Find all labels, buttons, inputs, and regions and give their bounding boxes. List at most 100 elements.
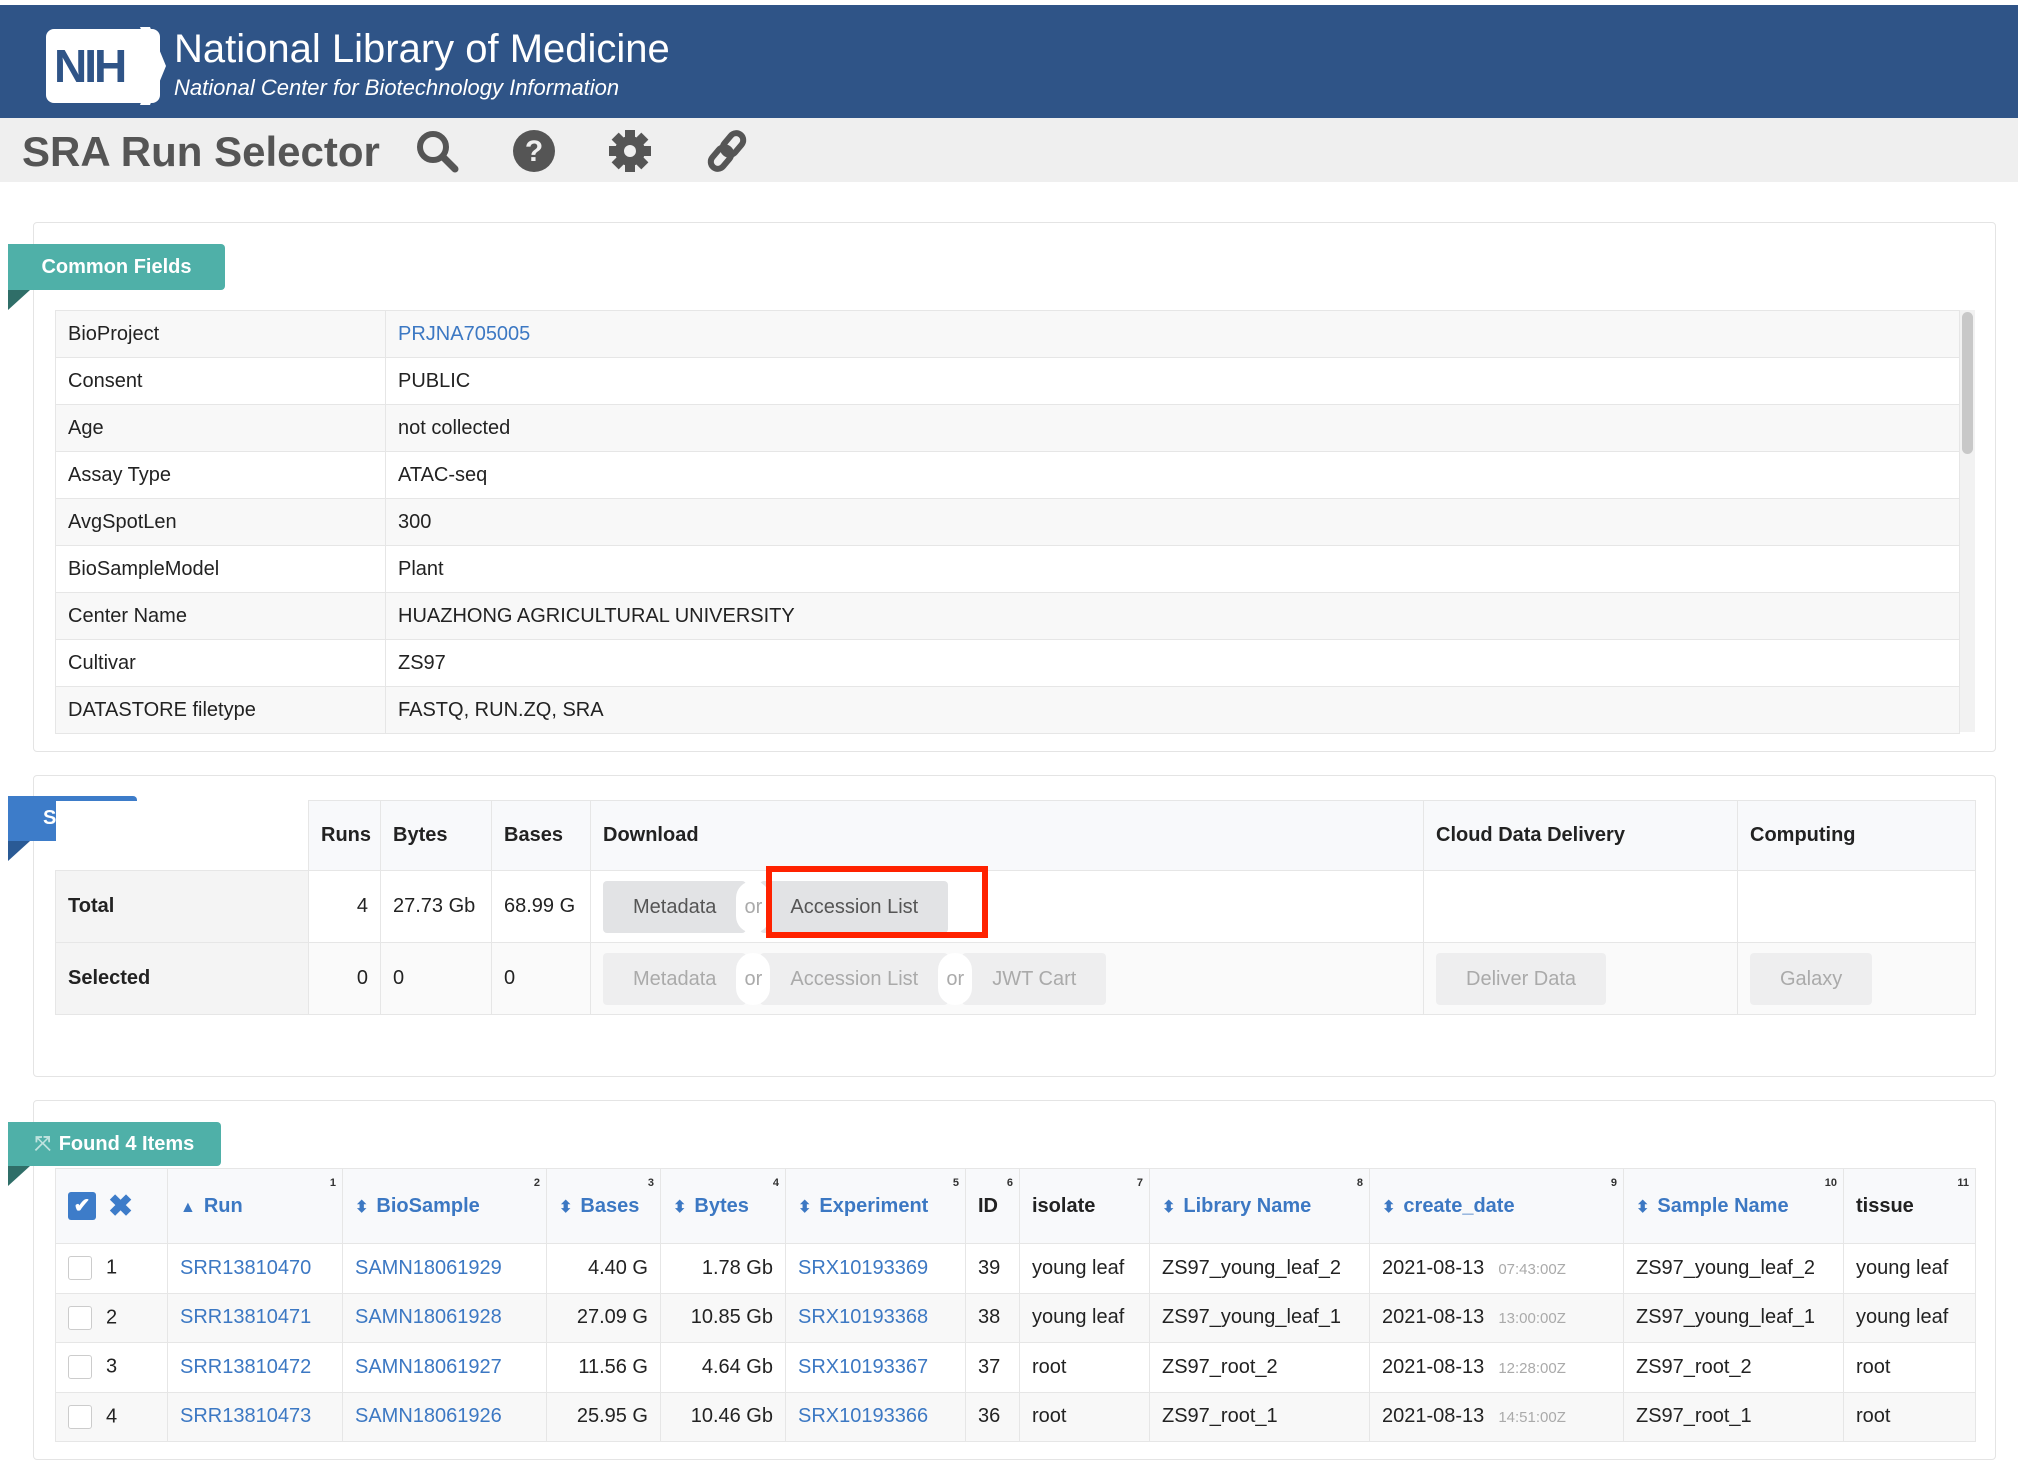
bytes-cell: 10.46 Gb xyxy=(660,1391,786,1442)
sort-icon[interactable]: ⬍ xyxy=(1162,1198,1176,1216)
metadata-download-button[interactable]: Metadata xyxy=(603,880,747,933)
selected-bytes: 0 xyxy=(380,942,492,1015)
scrollbar-thumb[interactable] xyxy=(1962,312,1973,454)
field-row: Center Name HUAZHONG AGRICULTURAL UNIVERS… xyxy=(55,592,1960,640)
field-label: DATASTORE filetype xyxy=(55,686,386,734)
bases-value: 25.95 G xyxy=(576,1405,648,1428)
row-select-cell: 3 xyxy=(55,1342,168,1393)
nih-logo[interactable]: NIH xyxy=(46,29,160,103)
column-header-library-name[interactable]: ⬍ Library Name 8 xyxy=(1149,1168,1370,1244)
bytes-cell: 1.78 Gb xyxy=(660,1243,786,1294)
column-label[interactable]: Library Name xyxy=(1183,1194,1312,1217)
column-header-biosample[interactable]: ⬍ BioSample 2 xyxy=(342,1168,547,1244)
accession-list-download-button[interactable]: Accession List xyxy=(760,880,949,933)
common-fields-table: BioProject PRJNA705005 Consent PUBLIC Age not… xyxy=(55,310,1960,734)
column-label[interactable]: Bases xyxy=(580,1194,640,1217)
column-header-run[interactable]: ▲ Run 1 xyxy=(167,1168,343,1244)
field-value[interactable]: PRJNA705005 xyxy=(385,310,1960,358)
id-cell: 39 xyxy=(965,1243,1020,1294)
row-checkbox[interactable] xyxy=(68,1256,92,1281)
experiment-value[interactable]: SRX10193366 xyxy=(798,1405,929,1428)
experiment-value[interactable]: SRX10193367 xyxy=(798,1355,929,1378)
column-label[interactable]: Bytes xyxy=(694,1194,749,1217)
field-row: Age not collected xyxy=(55,404,1960,452)
library-value: ZS97_young_leaf_1 xyxy=(1162,1306,1342,1329)
column-number: 6 xyxy=(1006,1177,1013,1189)
bytes-value: 4.64 Gb xyxy=(701,1355,773,1378)
link-icon[interactable] xyxy=(704,128,750,174)
isolate-value: root xyxy=(1032,1405,1067,1428)
row-checkbox[interactable] xyxy=(68,1305,92,1330)
column-label[interactable]: BioSample xyxy=(376,1194,480,1217)
selected-accession-list-button[interactable]: Accession List xyxy=(760,952,949,1005)
column-label[interactable]: Experiment xyxy=(819,1194,929,1217)
sort-icon[interactable]: ▲ xyxy=(180,1198,196,1216)
selected-label: Selected xyxy=(55,942,309,1015)
column-header-id: ID 6 xyxy=(965,1168,1020,1244)
sort-icon[interactable]: ⬍ xyxy=(355,1198,369,1216)
column-label[interactable]: Sample Name xyxy=(1657,1194,1789,1217)
bases-value: 11.56 G xyxy=(578,1355,648,1378)
run-cell: SRR13810471 xyxy=(167,1292,343,1343)
column-header-sample-name[interactable]: ⬍ Sample Name 10 xyxy=(1623,1168,1844,1244)
experiment-cell: SRX10193366 xyxy=(785,1391,966,1442)
header-title[interactable]: National Library of Medicine xyxy=(174,27,670,71)
biosample-value[interactable]: SAMN18061929 xyxy=(355,1256,502,1279)
table-row: 2 SRR13810471 SAMN18061928 27.09 G 10.85 Gb S… xyxy=(55,1292,1976,1343)
sort-icon[interactable]: ⬍ xyxy=(1636,1198,1650,1216)
sort-icon[interactable]: ⬍ xyxy=(559,1198,573,1216)
download-header: Download xyxy=(590,800,1424,871)
run-value[interactable]: SRR13810473 xyxy=(180,1405,312,1428)
column-label[interactable]: create_date xyxy=(1403,1194,1515,1217)
help-icon[interactable]: ? xyxy=(511,128,557,174)
isolate-cell: root xyxy=(1019,1391,1150,1442)
computing-header: Computing xyxy=(1737,800,1976,871)
run-value[interactable]: SRR13810472 xyxy=(180,1355,312,1378)
column-label[interactable]: Run xyxy=(203,1194,243,1217)
field-value: ATAC-seq xyxy=(385,451,1960,499)
bytes-value: 1.78 Gb xyxy=(701,1256,773,1279)
field-label: Center Name xyxy=(55,592,386,640)
column-header-bytes[interactable]: ⬍ Bytes 4 xyxy=(660,1168,786,1244)
isolate-cell: young leaf xyxy=(1019,1292,1150,1343)
column-header-experiment[interactable]: ⬍ Experiment 5 xyxy=(785,1168,966,1244)
field-row: Consent PUBLIC xyxy=(55,357,1960,405)
experiment-value[interactable]: SRX10193369 xyxy=(798,1256,929,1279)
time-value: 14:51:00Z xyxy=(1498,1409,1566,1427)
selected-metadata-button[interactable]: Metadata xyxy=(603,952,747,1005)
expand-icon[interactable]: ⤧ xyxy=(34,1132,51,1155)
row-checkbox[interactable] xyxy=(68,1355,92,1380)
biosample-value[interactable]: SAMN18061926 xyxy=(355,1405,502,1428)
runs-table: ✔ ✖ ▲ Run 1 ⬍ BioSample 2 ⬍ Bases 3 ⬍ Bytes 4 ⬍ Experim… xyxy=(55,1168,1976,1442)
gear-icon[interactable] xyxy=(607,128,653,174)
scrollbar[interactable] xyxy=(1960,310,1975,732)
column-header-bases[interactable]: ⬍ Bases 3 xyxy=(546,1168,661,1244)
biosample-value[interactable]: SAMN18061928 xyxy=(355,1306,502,1329)
experiment-value[interactable]: SRX10193368 xyxy=(798,1306,929,1329)
sort-icon[interactable]: ⬍ xyxy=(1382,1198,1396,1216)
tissue-value: young leaf xyxy=(1856,1256,1949,1279)
jwt-cart-button[interactable]: JWT Cart xyxy=(962,952,1107,1005)
select-all-checkbox[interactable]: ✔ xyxy=(68,1192,96,1220)
search-icon[interactable] xyxy=(414,128,460,174)
galaxy-button[interactable]: Galaxy xyxy=(1750,952,1873,1005)
clear-selection-icon[interactable]: ✖ xyxy=(108,1189,134,1223)
field-value: Plant xyxy=(385,545,1960,593)
sample-value: ZS97_root_2 xyxy=(1636,1355,1752,1378)
column-header-create-date[interactable]: ⬍ create_date 9 xyxy=(1369,1168,1624,1244)
biosample-cell: SAMN18061928 xyxy=(342,1292,547,1343)
run-value[interactable]: SRR13810470 xyxy=(180,1256,312,1279)
biosample-value[interactable]: SAMN18061927 xyxy=(355,1355,502,1378)
time-value: 12:28:00Z xyxy=(1498,1359,1566,1377)
row-checkbox[interactable] xyxy=(68,1404,92,1429)
run-cell: SRR13810473 xyxy=(167,1391,343,1442)
svg-text:?: ? xyxy=(525,135,543,168)
sort-icon[interactable]: ⬍ xyxy=(673,1198,687,1216)
deliver-data-button[interactable]: Deliver Data xyxy=(1436,952,1607,1005)
experiment-cell: SRX10193369 xyxy=(785,1243,966,1294)
column-number: 7 xyxy=(1136,1177,1143,1189)
run-value[interactable]: SRR13810471 xyxy=(180,1306,312,1329)
library-cell: ZS97_young_leaf_2 xyxy=(1149,1243,1370,1294)
isolate-value: young leaf xyxy=(1032,1256,1125,1279)
sort-icon[interactable]: ⬍ xyxy=(798,1198,812,1216)
